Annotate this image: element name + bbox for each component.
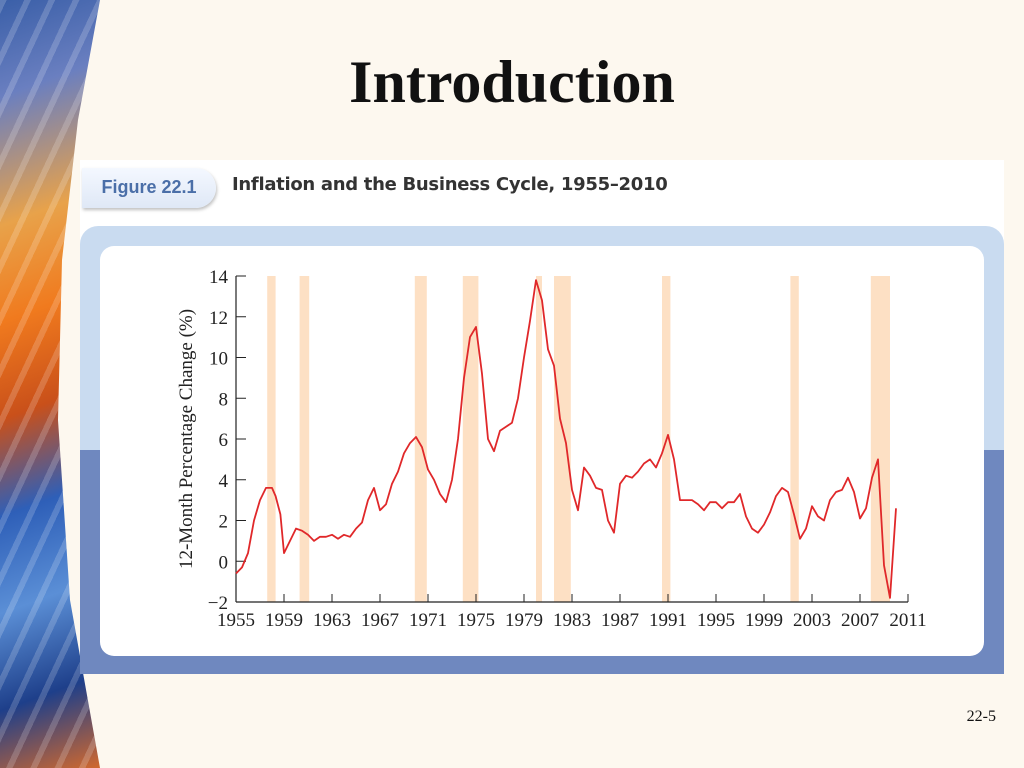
recession-band	[414, 276, 427, 602]
inflation-series-line	[235, 279, 897, 599]
recession-band	[299, 276, 310, 602]
x-tick-label: 1967	[361, 610, 399, 631]
inflation-line-chart: −2 0 2 4 6 8 10 12 14 1955 1959 1963 1967 1971 1975 197…	[176, 267, 927, 631]
x-tick-label: 1963	[313, 610, 351, 631]
figure-label: Figure 22.1	[82, 168, 216, 208]
figure-header: Figure 22.1 Inflation and the Business C…	[80, 160, 1004, 222]
x-tick-label: 1971	[409, 610, 447, 631]
y-tick-label: 10	[209, 349, 228, 370]
recession-band	[536, 276, 542, 602]
chart-panel: −2 0 2 4 6 8 10 12 14 1955 1959 1963 1967 1971 1975 197…	[100, 246, 984, 656]
x-tick-label: 1955	[217, 610, 255, 631]
x-tick-label: 2011	[889, 610, 926, 631]
recession-band	[267, 276, 276, 602]
x-tick-label: 1979	[505, 610, 543, 631]
y-tick-label: 14	[209, 267, 229, 288]
recession-band	[554, 276, 571, 602]
recession-band	[870, 276, 890, 602]
figure-container: Figure 22.1 Inflation and the Business C…	[80, 160, 1004, 674]
y-tick-label: 6	[219, 430, 229, 451]
x-tick-label: 2003	[793, 610, 831, 631]
y-tick-label: 0	[219, 552, 229, 573]
y-tick-label: −2	[208, 593, 228, 614]
y-tick-label: 8	[219, 389, 229, 410]
x-tick-label: 1995	[697, 610, 735, 631]
y-tick-label: 2	[219, 512, 229, 533]
y-tick-label: 12	[209, 308, 228, 329]
x-tick-label: 1983	[553, 610, 591, 631]
x-tick-label: 1987	[601, 610, 639, 631]
y-axis-label: 12-Month Percentage Change (%)	[176, 309, 197, 569]
figure-caption: Inflation and the Business Cycle, 1955–2…	[232, 174, 668, 195]
slide-number: 22-5	[966, 708, 996, 725]
x-tick-label: 1991	[649, 610, 687, 631]
x-tick-label: 2007	[841, 610, 879, 631]
x-tick-label: 1999	[745, 610, 783, 631]
y-tick-label: 4	[219, 471, 229, 492]
recession-band	[790, 276, 799, 602]
slide-title: Introduction	[349, 49, 675, 115]
x-tick-label: 1975	[457, 610, 495, 631]
x-tick-label: 1959	[265, 610, 303, 631]
recession-band	[462, 276, 479, 602]
